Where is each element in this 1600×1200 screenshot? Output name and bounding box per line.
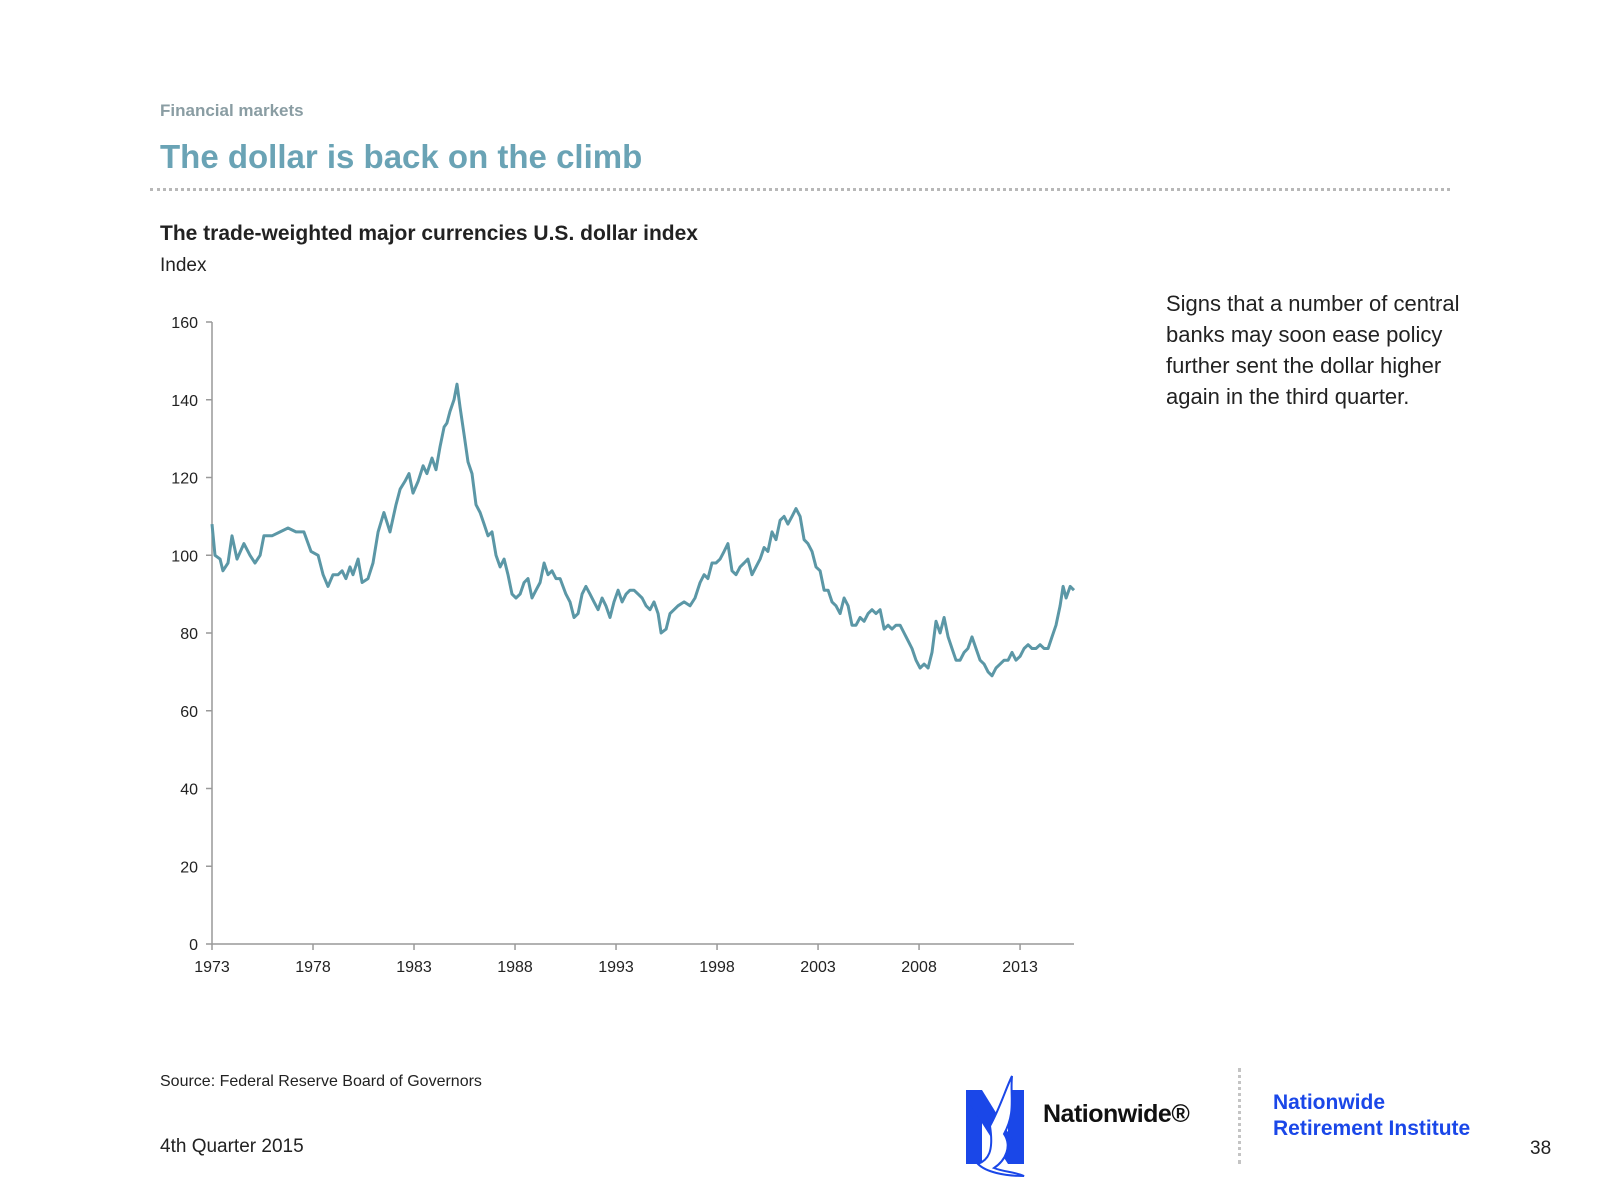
x-tick-label: 1998 [699,959,735,976]
institute-line: Retirement Institute [1273,1117,1471,1140]
y-axis-label: Index [160,255,207,276]
y-tick-label: 140 [171,393,198,410]
institute-name: Nationwide Retirement Institute [1273,1090,1470,1142]
y-tick-label: 80 [180,626,198,643]
x-tick-label: 1983 [396,959,432,976]
y-tick-label: 60 [180,704,198,721]
y-tick-label: 100 [171,548,198,565]
x-tick-label: 1988 [497,959,533,976]
x-tick-label: 2008 [901,959,937,976]
institute-line: Nationwide [1273,1091,1386,1114]
y-tick-label: 0 [189,937,198,954]
x-tick-label: 1993 [598,959,634,976]
section-label: Financial markets [160,101,304,120]
chart-title: The trade-weighted major currencies U.S.… [160,222,698,245]
x-tick-label: 2003 [800,959,836,976]
commentary: Signs that a number of central banks may… [1166,291,1460,409]
y-tick-label: 120 [171,471,198,488]
brand-name: Nationwide® [1043,1100,1190,1128]
x-tick-label: 1973 [194,959,230,976]
footer-divider [1238,1068,1241,1164]
y-tick-label: 160 [171,315,198,332]
y-tick-label: 20 [180,859,198,876]
x-tick-label: 2013 [1002,959,1038,976]
y-tick-label: 40 [180,782,198,799]
source: Source: Federal Reserve Board of Governo… [160,1073,482,1090]
x-tick-label: 1978 [295,959,331,976]
data-line [210,382,1076,678]
slide-title: The dollar is back on the climb [160,138,643,175]
logo-icon [966,1075,1025,1177]
page-number: 38 [1530,1138,1552,1159]
divider [150,188,1450,191]
footer-date: 4th Quarter 2015 [160,1136,304,1157]
